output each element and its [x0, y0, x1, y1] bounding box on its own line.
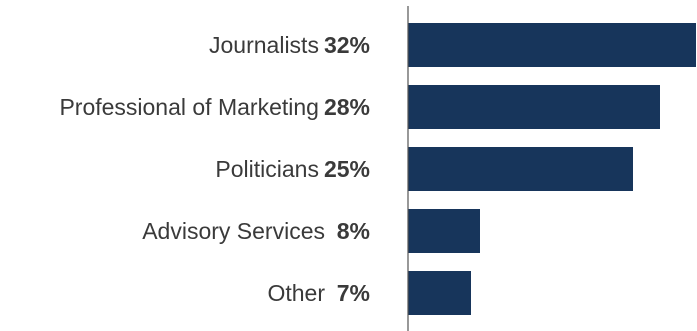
category-label: Other	[267, 280, 325, 306]
category-label: Advisory Services	[142, 218, 325, 244]
category-label: Journalists	[209, 32, 319, 58]
bar-professional-of-marketing	[408, 85, 660, 129]
labels-group: 32%Journalists 28%Professional of Marketi…	[59, 32, 370, 306]
value-label: 8%	[337, 218, 370, 244]
bar-other	[408, 271, 471, 315]
bar-politicians	[408, 147, 633, 191]
value-label: 32%	[324, 32, 370, 58]
category-label: Professional of Marketing	[59, 94, 319, 120]
bars-group	[408, 23, 696, 315]
bar-advisory-services	[408, 209, 480, 253]
category-label: Politicians	[215, 156, 319, 182]
value-label: 28%	[324, 94, 370, 120]
value-label: 7%	[337, 280, 370, 306]
value-label: 25%	[324, 156, 370, 182]
bar-journalists	[408, 23, 696, 67]
